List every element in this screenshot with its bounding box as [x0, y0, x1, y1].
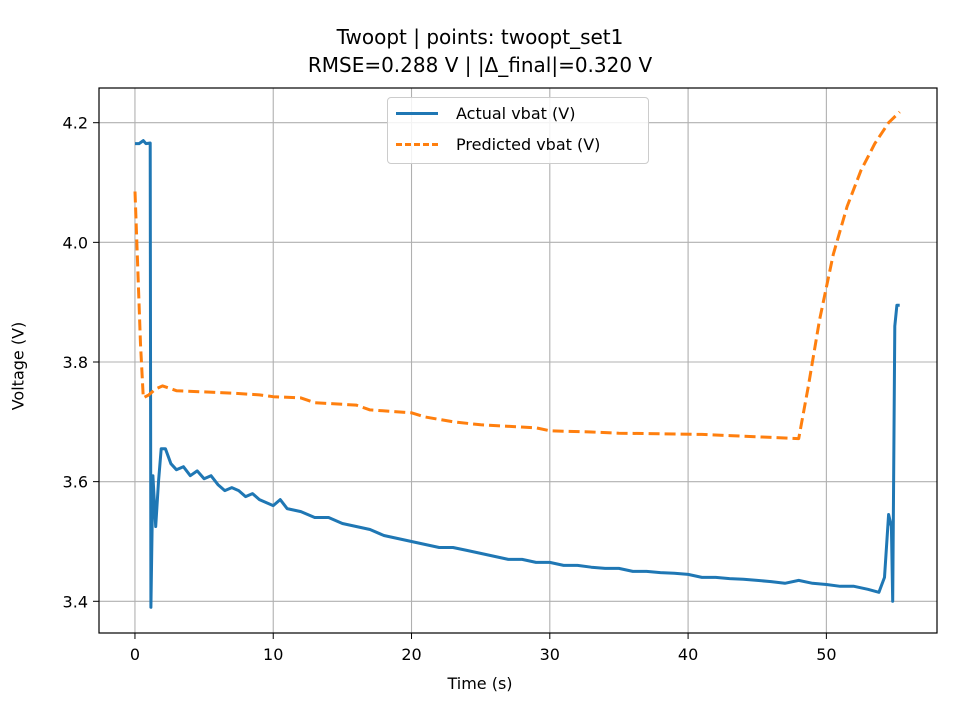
series-line-predicted: [133, 110, 901, 441]
x-tick-label: 20: [401, 645, 421, 664]
legend-swatch-actual: [396, 111, 438, 115]
chart-subtitle: RMSE=0.288 V | |Δ_final|=0.320 V: [307, 53, 653, 77]
legend-swatch-predicted: [396, 142, 438, 146]
x-tick-label: 50: [816, 645, 836, 664]
legend-item-predicted: Predicted vbat (V): [396, 132, 600, 156]
series-line-actual: [135, 139, 900, 609]
y-tick-label: 3.8: [63, 353, 88, 372]
x-tick-label: 0: [130, 645, 140, 664]
x-tick-label: 10: [263, 645, 283, 664]
chart-title: Twoopt | points: twoopt_set1: [336, 25, 624, 49]
series-layer: [133, 110, 901, 609]
legend-label-predicted: Predicted vbat (V): [456, 134, 601, 154]
x-axis-label: Time (s): [447, 674, 513, 693]
legend: Actual vbat (V) Predicted vbat (V): [387, 97, 649, 164]
legend-item-actual: Actual vbat (V): [396, 101, 575, 125]
legend-label-actual: Actual vbat (V): [456, 103, 576, 123]
y-tick-label: 4.0: [63, 233, 88, 252]
y-tick-label: 4.2: [63, 114, 88, 133]
y-tick-label: 3.6: [63, 473, 88, 492]
x-tick-label: 40: [678, 645, 698, 664]
plot-area-frame: [98, 87, 938, 634]
y-tick-label: 3.4: [63, 592, 88, 611]
x-tick-label: 30: [540, 645, 560, 664]
axis-ticks: 0 10 20 30 40 50 3.4 3.6 3.8 4.0 4.2: [63, 114, 837, 664]
